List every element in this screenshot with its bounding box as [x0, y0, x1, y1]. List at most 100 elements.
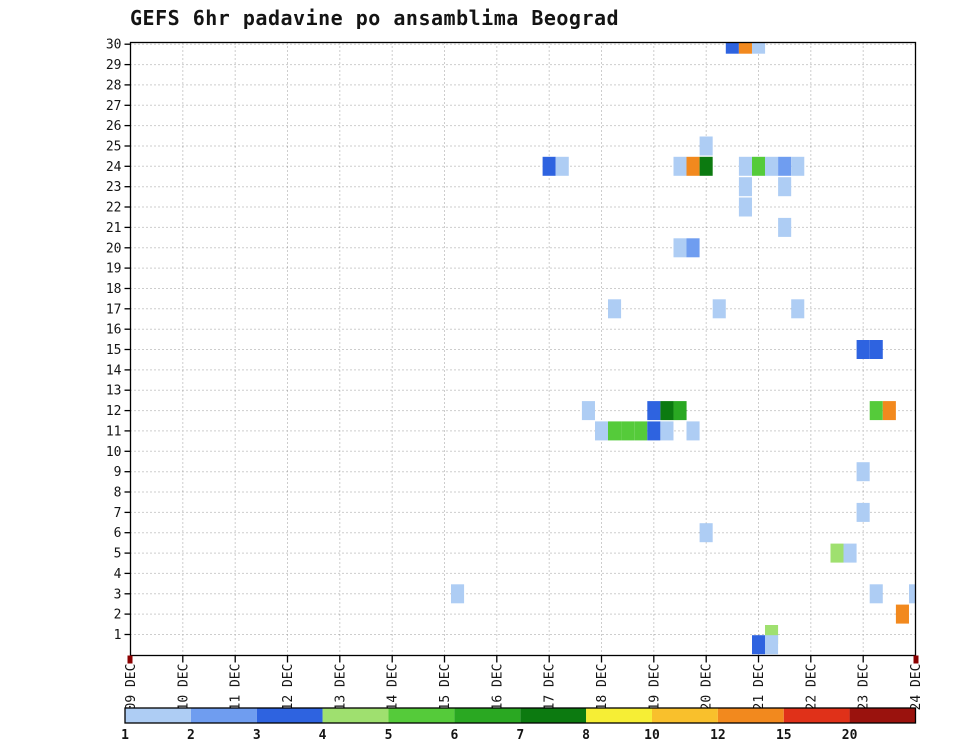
heatmap-cell: [752, 42, 766, 54]
heatmap-cell: [621, 421, 635, 441]
y-tick-label: 25: [106, 140, 122, 155]
axes: 1234567891011121314151617181920212223242…: [106, 38, 924, 711]
y-tick-label: 7: [114, 506, 122, 521]
legend-tick-label: 2: [187, 728, 195, 742]
heatmap-cell: [778, 177, 792, 197]
x-tick-label: 15 DEC: [438, 664, 453, 711]
x-tick-label: 18 DEC: [595, 664, 610, 711]
legend-color-swatch: [256, 708, 323, 723]
heatmap-cell: [909, 584, 916, 604]
legend-tick-label: 7: [516, 728, 524, 742]
heatmap-cell: [699, 136, 713, 156]
grid: [130, 42, 916, 656]
y-tick-label: 14: [106, 363, 122, 378]
legend-color-swatch: [190, 708, 257, 723]
legend-color-swatch: [520, 708, 587, 723]
y-tick-label: 23: [106, 180, 122, 195]
legend-color-swatch: [454, 708, 521, 723]
y-tick-label: 27: [106, 99, 122, 114]
heatmap-cell: [660, 421, 674, 441]
x-tick-label: 21 DEC: [752, 664, 767, 711]
legend-tick-label: 1: [121, 728, 129, 742]
legend-colorbar: 1 2 3 4 5 6 7 8 10 12 15 20: [121, 707, 917, 742]
heatmap-cell: [895, 604, 909, 624]
heatmap-cell: [752, 635, 766, 655]
x-tick-label: 12 DEC: [281, 664, 296, 711]
legend-color-swatch: [322, 708, 389, 723]
heatmap-cell: [451, 584, 465, 604]
y-tick-label: 15: [106, 343, 122, 358]
x-tick-label: 10 DEC: [176, 664, 191, 711]
heatmap-cell: [856, 462, 870, 482]
heatmap-cell: [882, 401, 896, 421]
legend-tick-label: 4: [319, 728, 327, 742]
x-tick-label: 22 DEC: [804, 664, 819, 711]
heatmap-cell: [869, 401, 883, 421]
y-tick-label: 11: [106, 424, 122, 439]
axis-end-mark: [127, 655, 133, 664]
heatmap-cell: [778, 156, 792, 176]
y-tick-label: 2: [114, 608, 122, 623]
heatmap-cell: [608, 421, 622, 441]
y-tick-label: 1: [114, 628, 122, 643]
legend-color-swatch: [125, 708, 191, 723]
y-tick-label: 19: [106, 262, 122, 277]
heatmap-cell: [686, 421, 700, 441]
x-tick-label: 23 DEC: [857, 664, 872, 711]
y-tick-label: 12: [106, 404, 122, 419]
y-tick-label: 26: [106, 119, 122, 134]
legend-color-swatch: [783, 708, 850, 723]
heatmap-cell: [712, 299, 726, 319]
chart-title: GEFS 6hr padavine po ansamblima Beograd: [130, 6, 619, 30]
legend-tick-label: 15: [776, 728, 792, 742]
y-tick-label: 9: [114, 465, 122, 480]
legend-tick-label: 6: [450, 728, 458, 742]
y-tick-label: 21: [106, 221, 122, 236]
heatmap-cell: [738, 42, 752, 54]
y-tick-label: 29: [106, 58, 122, 73]
y-tick-label: 24: [106, 160, 122, 175]
y-tick-label: 28: [106, 78, 122, 93]
heatmap-cell: [673, 401, 687, 421]
heatmap-cell: [765, 156, 779, 176]
x-tick-label: 14 DEC: [386, 664, 401, 711]
heatmap-cell: [738, 197, 752, 217]
heatmap-cell: [699, 156, 713, 176]
x-tick-label: 16 DEC: [490, 664, 505, 711]
legend-color-swatch: [586, 708, 652, 723]
heatmap-cell: [856, 340, 870, 359]
heatmap-cell: [869, 340, 883, 359]
heatmap-cell: [595, 421, 609, 441]
x-tick-label: 13 DEC: [333, 664, 348, 711]
heatmap-cell: [555, 156, 569, 176]
heatmap-cell: [738, 156, 752, 176]
legend-tick-label: 5: [385, 728, 393, 742]
y-tick-label: 22: [106, 201, 122, 216]
heatmap-cell: [673, 156, 687, 176]
heatmap-cell: [542, 156, 556, 176]
heatmap-cell: [843, 543, 857, 563]
heatmap-cell: [725, 42, 739, 54]
y-tick-label: 20: [106, 241, 122, 256]
heatmap-cell: [660, 401, 674, 421]
legend-color-swatch: [849, 708, 916, 723]
heatmap-cell: [699, 523, 713, 543]
heatmap-cells: [451, 42, 916, 655]
legend-tick-label: 8: [582, 728, 590, 742]
legend-tick-label: 20: [842, 728, 858, 742]
x-tick-label: 24 DEC: [909, 664, 924, 711]
heatmap-cell: [869, 584, 883, 604]
legend-tick-label: 12: [710, 728, 726, 742]
heatmap-cell: [647, 421, 661, 441]
x-tick-label: 20 DEC: [700, 664, 715, 711]
legend-tick-label: 3: [253, 728, 261, 742]
heatmap-cell: [765, 635, 779, 655]
y-tick-label: 3: [114, 587, 122, 602]
x-tick-label: 09 DEC: [124, 664, 139, 711]
heatmap-cell: [608, 299, 622, 319]
y-tick-label: 30: [106, 38, 122, 53]
heatmap-cell: [752, 156, 766, 176]
axis-end-mark: [913, 655, 919, 664]
